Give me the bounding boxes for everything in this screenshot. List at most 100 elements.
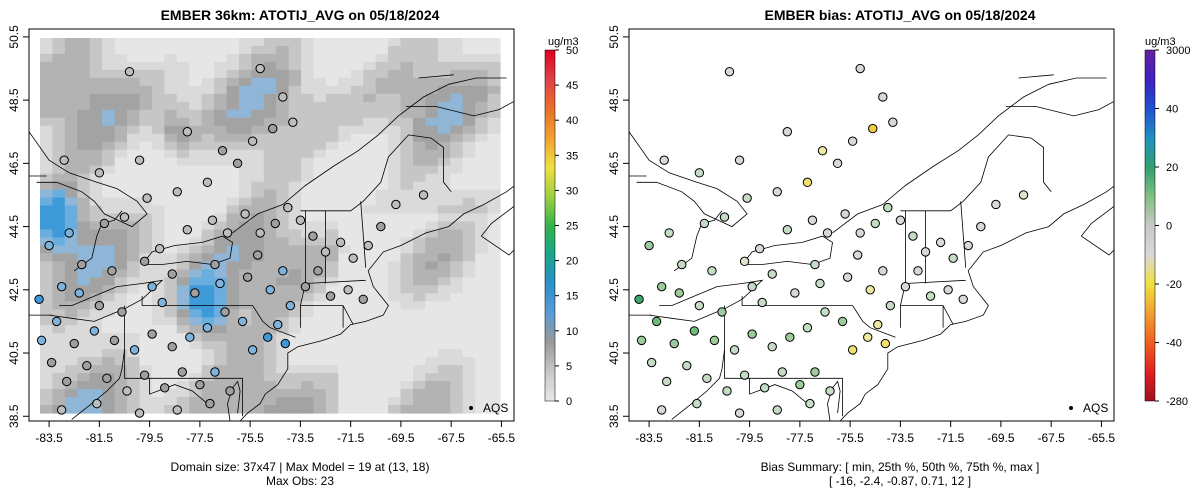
right-site-marker[interactable] — [707, 266, 717, 276]
right-site-marker[interactable] — [724, 66, 735, 77]
left-site-marker[interactable] — [147, 329, 157, 339]
left-site-marker[interactable] — [295, 215, 306, 225]
left-site-marker[interactable] — [182, 225, 193, 235]
right-site-marker[interactable] — [842, 272, 853, 282]
right-site-marker[interactable] — [644, 240, 654, 251]
left-site-marker[interactable] — [252, 250, 263, 260]
left-site-marker[interactable] — [280, 338, 291, 349]
left-site-marker[interactable] — [139, 256, 150, 267]
left-site-marker[interactable] — [265, 285, 275, 295]
left-site-marker[interactable] — [418, 190, 429, 200]
right-site-marker[interactable] — [1018, 190, 1029, 200]
right-site-marker[interactable] — [878, 92, 888, 102]
right-site-marker[interactable] — [634, 294, 644, 304]
right-site-marker[interactable] — [742, 193, 752, 203]
left-site-marker[interactable] — [94, 168, 105, 178]
left-site-marker[interactable] — [283, 202, 293, 213]
right-site-marker[interactable] — [692, 398, 702, 409]
right-site-marker[interactable] — [757, 297, 767, 308]
left-site-marker[interactable] — [247, 345, 258, 355]
left-site-marker[interactable] — [247, 136, 258, 146]
right-site-marker[interactable] — [646, 357, 657, 368]
right-site-marker[interactable] — [656, 405, 667, 415]
left-site-marker[interactable] — [167, 269, 177, 279]
right-site-marker[interactable] — [694, 168, 705, 178]
right-site-marker[interactable] — [852, 250, 863, 260]
right-site-marker[interactable] — [677, 259, 687, 270]
right-site-marker[interactable] — [807, 215, 818, 225]
left-site-marker[interactable] — [82, 360, 92, 371]
right-site-marker[interactable] — [873, 319, 883, 330]
left-site-marker[interactable] — [185, 332, 195, 342]
right-site-marker[interactable] — [772, 187, 782, 197]
left-site-marker[interactable] — [154, 244, 165, 254]
left-site-marker[interactable] — [124, 66, 135, 77]
left-site-marker[interactable] — [61, 376, 72, 387]
left-site-marker[interactable] — [167, 342, 177, 352]
right-site-marker[interactable] — [717, 307, 727, 317]
left-site-marker[interactable] — [263, 332, 273, 342]
left-site-marker[interactable] — [157, 297, 167, 308]
left-site-marker[interactable] — [240, 209, 250, 219]
right-site-marker[interactable] — [847, 345, 858, 355]
left-site-marker[interactable] — [220, 307, 230, 317]
right-site-marker[interactable] — [734, 155, 745, 165]
left-site-marker[interactable] — [64, 228, 74, 238]
right-site-marker[interactable] — [729, 345, 740, 355]
right-site-marker[interactable] — [689, 326, 700, 336]
left-site-marker[interactable] — [56, 281, 67, 292]
left-site-marker[interactable] — [182, 127, 193, 137]
left-site-marker[interactable] — [215, 278, 225, 289]
left-site-marker[interactable] — [69, 338, 79, 349]
right-site-marker[interactable] — [772, 405, 782, 415]
right-site-marker[interactable] — [855, 63, 865, 74]
right-site-marker[interactable] — [777, 367, 787, 377]
left-site-marker[interactable] — [147, 281, 157, 292]
right-site-marker[interactable] — [759, 383, 770, 393]
left-site-marker[interactable] — [36, 335, 47, 346]
left-site-marker[interactable] — [195, 379, 205, 390]
left-site-marker[interactable] — [44, 240, 54, 251]
left-site-marker[interactable] — [94, 300, 105, 311]
left-site-marker[interactable] — [348, 253, 358, 263]
right-site-marker[interactable] — [991, 199, 1001, 210]
left-site-marker[interactable] — [202, 177, 213, 188]
right-site-marker[interactable] — [795, 379, 805, 390]
right-site-marker[interactable] — [656, 281, 667, 292]
right-site-marker[interactable] — [651, 316, 662, 327]
right-site-marker[interactable] — [782, 127, 793, 137]
left-site-marker[interactable] — [129, 345, 140, 355]
left-site-marker[interactable] — [56, 405, 67, 415]
right-site-marker[interactable] — [855, 228, 865, 238]
right-site-marker[interactable] — [865, 285, 875, 295]
right-site-marker[interactable] — [782, 225, 793, 235]
right-site-marker[interactable] — [885, 300, 896, 311]
left-site-marker[interactable] — [255, 228, 265, 238]
right-site-marker[interactable] — [709, 335, 720, 346]
right-site-marker[interactable] — [868, 123, 878, 134]
left-site-marker[interactable] — [46, 357, 57, 368]
right-site-marker[interactable] — [802, 177, 813, 188]
right-site-marker[interactable] — [920, 247, 931, 257]
left-site-marker[interactable] — [207, 215, 218, 225]
left-site-marker[interactable] — [117, 307, 127, 317]
right-site-marker[interactable] — [734, 408, 745, 418]
right-site-marker[interactable] — [976, 221, 986, 232]
left-site-marker[interactable] — [51, 316, 62, 327]
right-site-marker[interactable] — [820, 307, 830, 317]
left-site-marker[interactable] — [107, 266, 117, 276]
right-site-marker[interactable] — [810, 367, 820, 377]
right-site-marker[interactable] — [719, 212, 730, 222]
right-site-marker[interactable] — [832, 158, 843, 169]
right-site-marker[interactable] — [767, 342, 777, 352]
right-site-marker[interactable] — [739, 370, 750, 380]
left-site-marker[interactable] — [270, 218, 280, 229]
left-site-marker[interactable] — [142, 193, 152, 203]
left-site-marker[interactable] — [217, 146, 228, 156]
right-site-marker[interactable] — [837, 316, 848, 327]
right-site-marker[interactable] — [825, 386, 835, 396]
left-site-marker[interactable] — [288, 117, 298, 127]
right-site-marker[interactable] — [880, 338, 891, 349]
left-site-marker[interactable] — [102, 373, 112, 384]
right-site-marker[interactable] — [817, 146, 828, 156]
